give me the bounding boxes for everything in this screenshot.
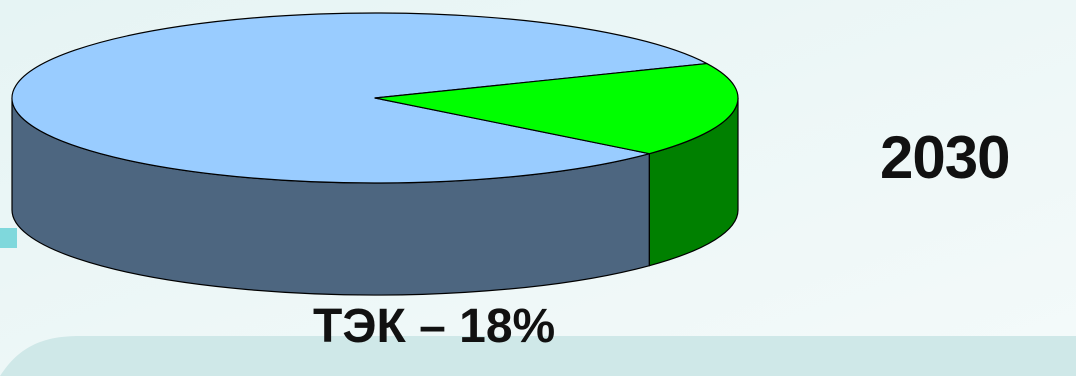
accent-curve [0, 336, 1076, 376]
pie-slice-top-1 [374, 62, 739, 155]
slice-label-tek: ТЭК – 18% [313, 300, 556, 353]
pie-chart-3d [11, 12, 739, 296]
accent-block [0, 228, 17, 248]
chart-title-year: 2030 [880, 124, 1010, 191]
pie-slice-top-0 [11, 12, 708, 184]
